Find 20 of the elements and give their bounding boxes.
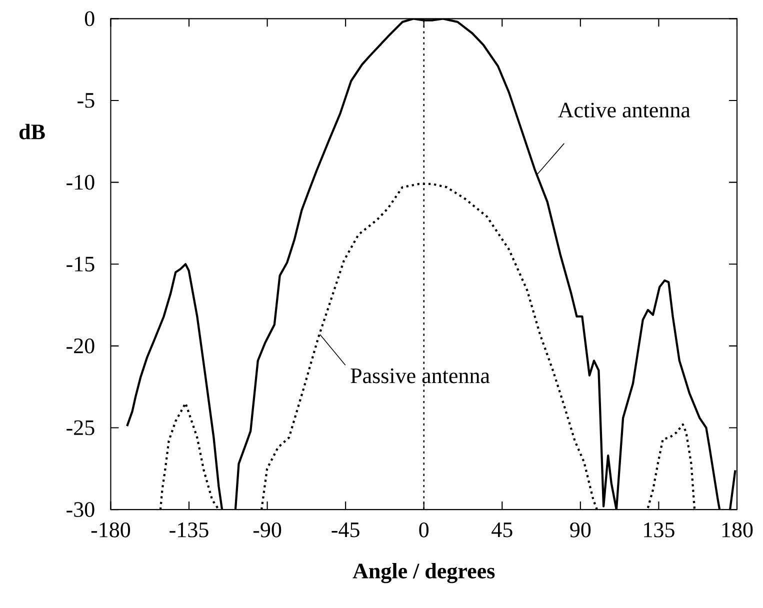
- y-tick-label: -25: [66, 420, 94, 436]
- x-tick-label: -45: [332, 522, 360, 538]
- annotation: Passive antenna: [350, 368, 490, 384]
- y-tick-label: -20: [66, 338, 94, 354]
- x-axis-title: Angle / degrees: [352, 562, 495, 583]
- x-tick-label: 180: [722, 522, 753, 538]
- x-tick-label: -90: [253, 522, 282, 538]
- x-tick-label: 135: [644, 522, 674, 538]
- x-tick-label: 90: [570, 522, 591, 538]
- y-axis-title: dB: [19, 124, 45, 140]
- y-tick-label: -15: [66, 256, 94, 272]
- y-tick-label: 0: [84, 11, 94, 26]
- x-tick-label: -180: [91, 522, 130, 538]
- y-tick-label: -10: [66, 174, 94, 190]
- y-tick-label: -5: [78, 93, 94, 108]
- y-tick-label: -30: [66, 502, 94, 517]
- x-tick-label: -135: [170, 522, 208, 538]
- x-tick-label: 45: [492, 522, 512, 538]
- annotation: Active antenna: [558, 102, 690, 118]
- x-tick-label: 0: [419, 522, 429, 538]
